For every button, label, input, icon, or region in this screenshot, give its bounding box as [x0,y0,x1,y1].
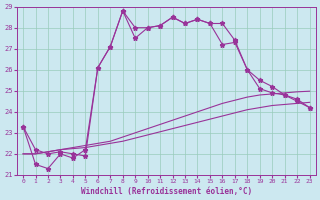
X-axis label: Windchill (Refroidissement éolien,°C): Windchill (Refroidissement éolien,°C) [81,187,252,196]
